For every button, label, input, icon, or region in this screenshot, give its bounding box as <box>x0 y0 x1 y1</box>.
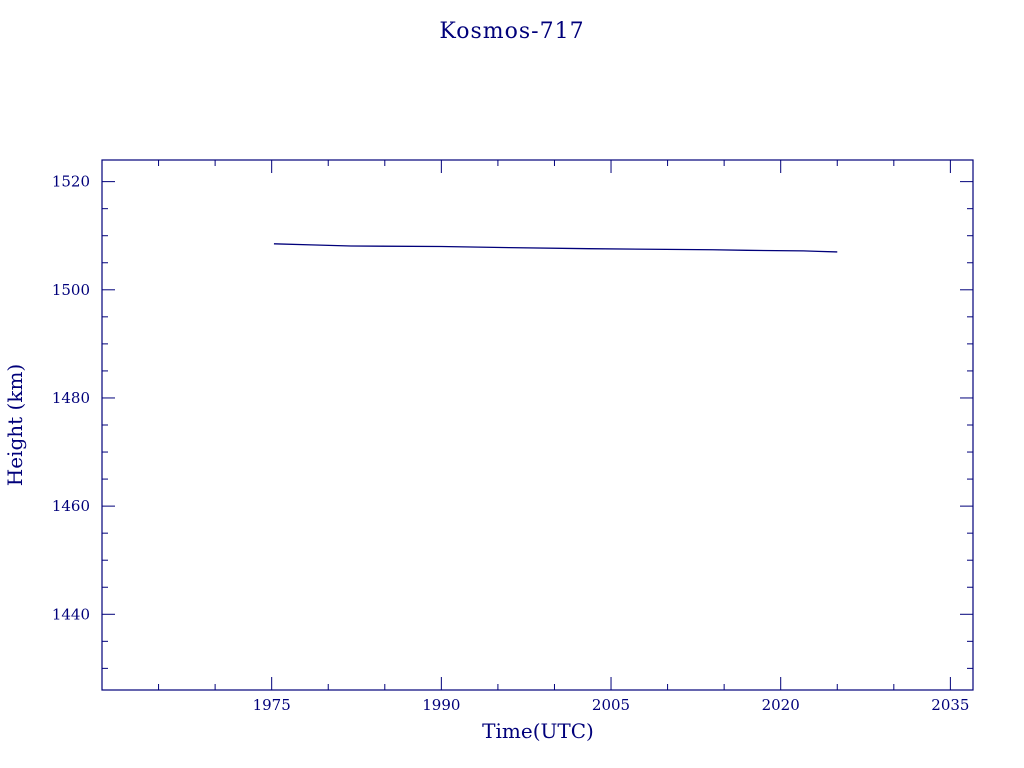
chart-title: Kosmos-717 <box>439 19 584 44</box>
x-axis-label: Time(UTC) <box>482 719 594 743</box>
x-tick-label: 2020 <box>762 696 800 714</box>
x-tick-label: 1990 <box>422 696 460 714</box>
y-tick-label: 1520 <box>52 173 90 191</box>
x-tick-label: 2035 <box>931 696 969 714</box>
y-tick-label: 1500 <box>52 281 90 299</box>
tick-labels: 1975 1990 2005 2020 2035 1440 1460 1480 1500 1520 <box>52 173 970 714</box>
x-tick-label: 1975 <box>253 696 291 714</box>
series-line-0 <box>273 243 838 253</box>
series-layer <box>273 243 838 253</box>
y-tick-label: 1460 <box>52 497 90 515</box>
y-tick-label: 1480 <box>52 389 90 407</box>
y-tick-label: 1440 <box>52 605 90 623</box>
y-axis-label: Height (km) <box>3 364 27 486</box>
x-tick-label: 2005 <box>592 696 630 714</box>
axis-ticks <box>101 160 973 690</box>
plot-frame <box>101 159 974 691</box>
